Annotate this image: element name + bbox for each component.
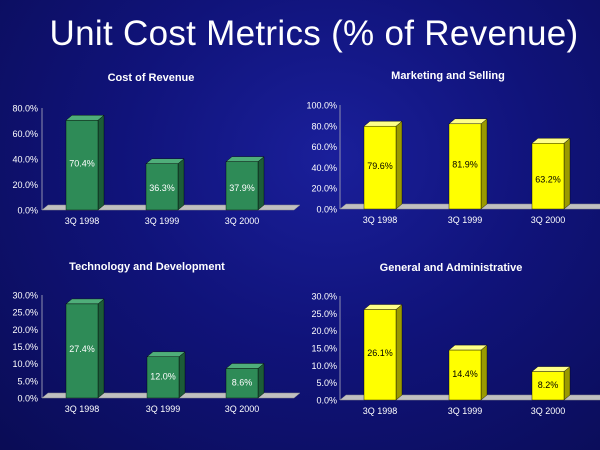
bar <box>363 309 397 401</box>
bar-side <box>97 114 105 211</box>
y-tick-label: 25.0% <box>311 309 337 319</box>
bar-top <box>531 138 571 144</box>
bar <box>225 161 259 211</box>
x-category-label: 3Q 1999 <box>146 404 181 414</box>
bar-value-label: 63.2% <box>535 174 561 184</box>
bar <box>448 349 482 401</box>
y-tick-label: 80.0% <box>12 104 38 114</box>
bar-top <box>225 156 265 162</box>
bar-top <box>363 121 403 127</box>
chart-title: Cost of Revenue <box>108 72 195 84</box>
bar-side <box>563 137 571 210</box>
y-tick-label: 20.0% <box>12 180 38 190</box>
bar-side <box>257 156 265 211</box>
x-category-label: 3Q 1998 <box>363 406 398 416</box>
bar-top <box>65 115 105 121</box>
bar-side <box>563 366 571 401</box>
x-category-label: 3Q 1999 <box>448 406 483 416</box>
bar-side <box>177 158 185 211</box>
y-tick-label: 15.0% <box>12 342 38 352</box>
y-tick-label: 25.0% <box>12 308 38 318</box>
y-tick-label: 15.0% <box>311 344 337 354</box>
bar <box>363 126 397 210</box>
bar-value-label: 70.4% <box>69 158 95 168</box>
bar-value-label: 79.6% <box>367 161 393 171</box>
y-tick-label: 40.0% <box>12 155 38 165</box>
y-tick-label: 40.0% <box>311 163 337 173</box>
x-category-label: 3Q 2000 <box>225 404 260 414</box>
bar-value-label: 8.2% <box>538 380 559 390</box>
bar <box>531 371 565 401</box>
bar-value-label: 26.1% <box>367 348 393 358</box>
x-category-label: 3Q 1999 <box>145 216 180 226</box>
bar <box>65 303 99 399</box>
y-tick-label: 0.0% <box>17 206 38 216</box>
x-category-label: 3Q 2000 <box>225 216 260 226</box>
y-tick-label: 0.0% <box>316 396 337 406</box>
y-tick-label: 100.0% <box>306 101 337 111</box>
x-category-label: 3Q 1998 <box>65 216 100 226</box>
bar <box>448 123 482 210</box>
bar-value-label: 12.0% <box>150 372 176 382</box>
chart-panel-2: Marketing and Selling 0.0% 20.0% 40.0% 60.0%… <box>306 70 600 225</box>
y-tick-label: 5.0% <box>17 376 38 386</box>
bar-value-label: 8.6% <box>232 378 253 388</box>
x-category-label: 3Q 1999 <box>448 215 483 225</box>
bar-top <box>448 344 488 351</box>
bar <box>65 120 99 211</box>
bar-top <box>225 363 265 369</box>
chart-panel-3: Technology and Development 0.0% 5.0% 10.0% 1… <box>12 261 301 414</box>
x-category-label: 3Q 2000 <box>531 215 566 225</box>
chart-title: General and Administrative <box>380 262 523 274</box>
bar-side <box>97 298 105 399</box>
bar-value-label: 81.9% <box>452 160 478 170</box>
y-tick-label: 0.0% <box>17 394 38 404</box>
y-tick-label: 20.0% <box>311 326 337 336</box>
y-tick-label: 20.0% <box>311 184 337 194</box>
chart-panel-1: Cost of Revenue 0.0% 20.0% 40.0% 60.0% 80.0% 7… <box>12 72 301 226</box>
bar-side <box>257 363 265 399</box>
y-tick-label: 0.0% <box>316 205 337 215</box>
bar-top <box>146 351 186 357</box>
y-tick-label: 30.0% <box>12 291 38 301</box>
bar-value-label: 14.4% <box>452 369 478 379</box>
bar-value-label: 27.4% <box>69 344 95 354</box>
bar <box>531 143 565 210</box>
bar-top <box>145 158 185 164</box>
bar-top <box>363 304 403 310</box>
bar-top <box>65 298 105 305</box>
bar <box>146 356 180 399</box>
x-category-label: 3Q 1998 <box>65 404 100 414</box>
y-tick-label: 80.0% <box>311 121 337 131</box>
y-tick-label: 20.0% <box>12 325 38 335</box>
bar-side <box>178 351 186 399</box>
bar-side <box>480 344 488 401</box>
y-tick-label: 60.0% <box>311 142 337 152</box>
slide-title: Unit Cost Metrics (% of Revenue) <box>49 14 579 53</box>
bar-top <box>448 118 488 125</box>
chart-panel-4: General and Administrative 0.0% 5.0% 10.0% 1… <box>311 262 600 416</box>
x-category-label: 3Q 1998 <box>363 215 398 225</box>
bar <box>145 163 179 211</box>
bar-value-label: 36.3% <box>149 183 175 193</box>
bar <box>225 368 259 399</box>
y-tick-label: 60.0% <box>12 129 38 139</box>
y-tick-label: 30.0% <box>311 292 337 302</box>
chart-title: Technology and Development <box>69 261 225 273</box>
y-tick-label: 10.0% <box>311 361 337 371</box>
chart-title: Marketing and Selling <box>391 70 505 82</box>
y-tick-label: 5.0% <box>316 378 337 388</box>
bar-top <box>531 366 571 372</box>
y-tick-label: 10.0% <box>12 359 38 369</box>
bar-side <box>395 120 403 210</box>
bar-side <box>480 118 488 210</box>
x-category-label: 3Q 2000 <box>531 406 566 416</box>
bar-value-label: 37.9% <box>229 183 255 193</box>
bar-side <box>395 304 403 401</box>
